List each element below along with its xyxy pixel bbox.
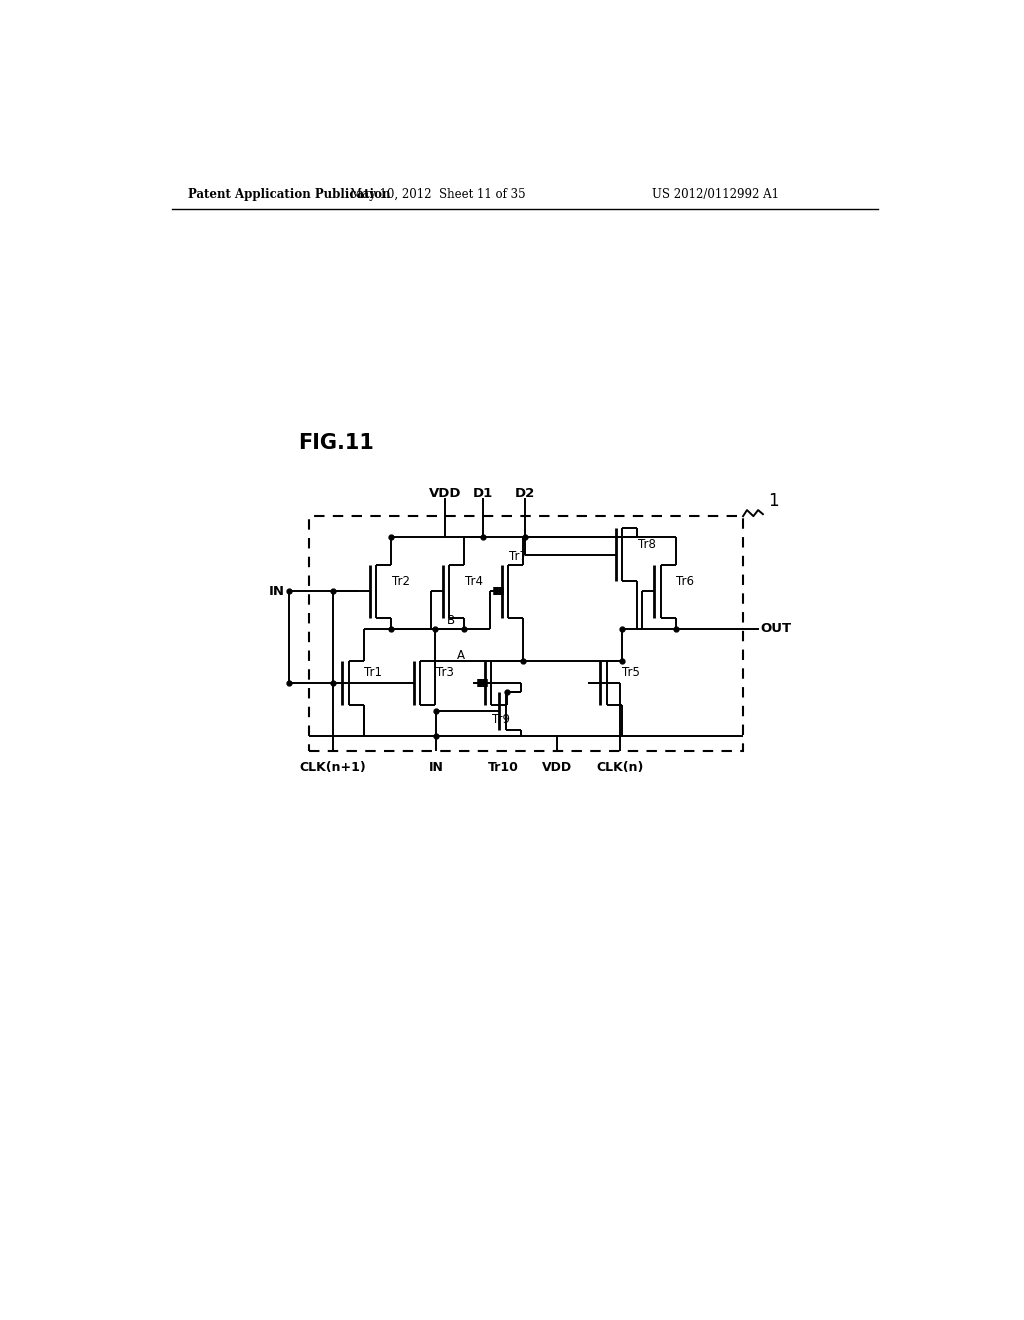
Text: Tr7: Tr7 — [509, 550, 527, 564]
Text: VDD: VDD — [542, 760, 571, 774]
Text: US 2012/0112992 A1: US 2012/0112992 A1 — [652, 189, 779, 202]
Text: IN: IN — [269, 585, 285, 598]
Text: Tr8: Tr8 — [638, 539, 656, 552]
Text: 1: 1 — [768, 492, 778, 510]
Text: CLK(n+1): CLK(n+1) — [299, 760, 367, 774]
Text: May 10, 2012  Sheet 11 of 35: May 10, 2012 Sheet 11 of 35 — [349, 189, 525, 202]
Text: FIG.11: FIG.11 — [299, 433, 375, 453]
Text: Tr6: Tr6 — [677, 574, 694, 587]
Text: Tr5: Tr5 — [623, 667, 640, 680]
Text: CLK(n): CLK(n) — [596, 760, 644, 774]
Text: D2: D2 — [515, 487, 535, 500]
Text: Tr4: Tr4 — [465, 574, 483, 587]
Text: Tr9: Tr9 — [493, 713, 510, 726]
Text: Tr10: Tr10 — [487, 760, 519, 774]
Text: OUT: OUT — [761, 623, 792, 635]
Text: Tr1: Tr1 — [365, 667, 383, 680]
Text: VDD: VDD — [429, 487, 462, 500]
Text: IN: IN — [428, 760, 443, 774]
Text: Tr3: Tr3 — [436, 667, 454, 680]
Text: B: B — [446, 614, 455, 627]
Text: Patent Application Publication: Patent Application Publication — [187, 189, 390, 202]
Text: Tr2: Tr2 — [392, 574, 411, 587]
Text: A: A — [458, 649, 465, 661]
Text: D1: D1 — [473, 487, 493, 500]
